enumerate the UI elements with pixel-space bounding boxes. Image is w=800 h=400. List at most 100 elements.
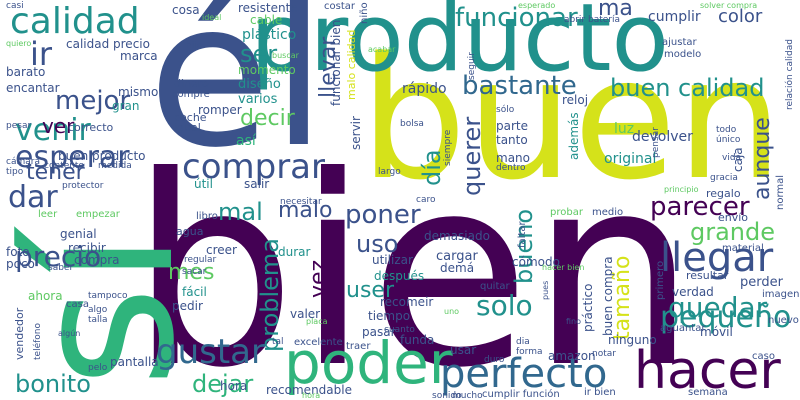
word-medio: medio xyxy=(592,207,624,218)
word-ser: ser xyxy=(240,40,278,68)
word-pequeno: pequeño xyxy=(660,300,792,335)
word-parecer: parecer xyxy=(650,192,750,222)
word-mano: mano xyxy=(496,151,530,165)
word-malo: malo xyxy=(278,198,333,223)
word-imagen: imagen xyxy=(762,289,800,300)
word-poco: poco xyxy=(6,257,35,271)
word-el: él xyxy=(148,0,327,192)
word-solver-compra: solver compra xyxy=(700,1,758,10)
word-quedar: quedar xyxy=(668,291,768,324)
word-amazon: amazon xyxy=(548,349,596,363)
word-compra: compra xyxy=(74,253,120,267)
word-cable: cable xyxy=(250,13,283,27)
word-cumplir-funcion: cumplir función xyxy=(482,389,560,400)
word-aguantar: aguantar xyxy=(660,323,706,334)
word-movil: móvil xyxy=(700,325,733,339)
word-calidad-precio: calidad precio xyxy=(66,37,150,51)
word-ideal: ideal xyxy=(202,13,222,22)
word-ma: ma xyxy=(598,0,633,21)
word-perder: perder xyxy=(740,275,783,290)
word-tipo: tipo xyxy=(6,167,24,177)
word-funda: funda xyxy=(400,333,435,347)
word-valer: valer xyxy=(290,307,321,321)
word-hacer: hacer xyxy=(634,341,781,400)
word-funcionar: funcionar xyxy=(455,3,578,33)
word-comodo: cómodo xyxy=(512,255,560,269)
word-costar: costar xyxy=(324,1,355,12)
word-abrir: abrir xyxy=(564,15,586,25)
word-envio: envío xyxy=(718,211,749,224)
word-marca: marca xyxy=(120,49,158,63)
word-hora: hora xyxy=(220,379,248,393)
word-necesitar: necesitar xyxy=(280,197,322,207)
word-cosa: cosa xyxy=(172,3,200,17)
word-quitar: quitar xyxy=(480,281,510,292)
word-pues: pues xyxy=(541,280,550,300)
word-placa: placa xyxy=(306,317,328,326)
word-ir-bien: ir bien xyxy=(584,387,616,398)
word-llegar: llegar xyxy=(660,235,774,281)
word-pensar: pensar xyxy=(651,127,661,158)
word-asi: así xyxy=(236,133,256,149)
word-semana: semana xyxy=(688,387,728,398)
word-traer: traer xyxy=(346,341,371,352)
word-sonido: sonido xyxy=(432,391,462,400)
word-dema: demá xyxy=(440,261,475,275)
word-precio: precio xyxy=(15,240,102,273)
word-algun: algún xyxy=(58,329,81,338)
word-pelo: pelo xyxy=(88,363,108,373)
word-gran: gran xyxy=(112,99,140,113)
word-mes: mes xyxy=(168,260,215,285)
word-pedir: pedir xyxy=(172,299,203,313)
word-primero: primero xyxy=(655,260,666,300)
word-color: color xyxy=(718,6,763,27)
word-telefono: teléfono xyxy=(33,323,43,360)
word-grande: grande xyxy=(690,218,776,246)
word-cargar: cargar xyxy=(436,249,478,264)
word-esperado: esperado xyxy=(518,1,556,10)
word-practico: práctico xyxy=(581,283,595,332)
word-tampoco: tampoco xyxy=(88,291,128,301)
word-malo-calidad: malo calidad xyxy=(345,29,358,100)
word-resultar: resultar xyxy=(686,269,729,282)
word-reloj: reloj xyxy=(562,93,589,107)
word-bastante: bastante xyxy=(462,71,577,101)
word-demasiado: demasiado xyxy=(424,229,490,243)
word-igual: igual xyxy=(174,121,201,134)
word-buen-compra: buen compra xyxy=(601,256,615,336)
word-dia: día xyxy=(418,149,446,186)
word-unico: único xyxy=(716,135,741,145)
word-momento: momento xyxy=(238,63,296,77)
word-facil: fácil xyxy=(182,285,207,299)
word-tiempo: tiempo xyxy=(368,309,411,323)
word-perfecto: perfecto xyxy=(440,351,608,397)
word-modelo: modelo xyxy=(664,49,702,60)
word-dar: dar xyxy=(8,180,58,215)
word-excelente: excelente xyxy=(294,337,343,348)
word-cumplir: cumplir xyxy=(648,9,701,25)
word-medida: medida xyxy=(98,161,132,171)
word-poder: poder xyxy=(284,329,453,397)
word-romper: romper xyxy=(198,103,242,117)
word-normal: normal xyxy=(775,174,786,210)
word-ajustar: ajustar xyxy=(662,37,697,48)
word-duro: duro xyxy=(484,355,505,365)
word-uno: uno xyxy=(444,307,460,316)
word-mismo: mismo xyxy=(118,85,159,99)
word-empezar: empezar xyxy=(76,209,120,220)
word-vendedor: vendedor xyxy=(13,307,26,360)
word-quiero: quiero xyxy=(6,39,32,48)
word-bolsa: bolsa xyxy=(400,119,424,129)
word-calidad: calidad xyxy=(10,1,140,42)
word-forma: forma xyxy=(516,347,543,357)
word-encantar: encantar xyxy=(6,81,60,95)
word-dejar: dejar xyxy=(192,370,254,398)
word-uso: uso xyxy=(356,230,399,258)
word-buen-calidad: buen calidad xyxy=(610,74,765,102)
word-buscar: buscar xyxy=(272,51,299,60)
word-probar: probar xyxy=(550,207,583,218)
word-relacion-calidad: relación calidad xyxy=(785,39,795,110)
word-solo: solo xyxy=(476,289,533,322)
word-notar: notar xyxy=(592,349,616,359)
